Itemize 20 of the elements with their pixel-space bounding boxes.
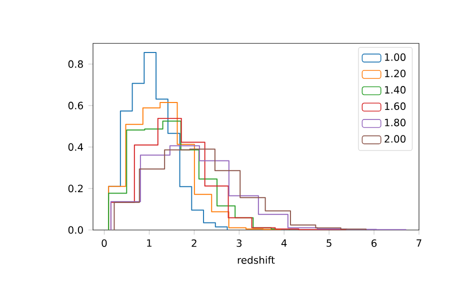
y-tick-label: 0.2 <box>68 184 83 192</box>
x-tick-label: 1 <box>147 239 152 247</box>
legend-label: 1.00 <box>385 53 406 61</box>
y-tick-label: 0.8 <box>68 60 83 68</box>
x-tick-label: 0 <box>102 239 107 247</box>
legend-label: 1.60 <box>385 102 406 110</box>
y-tick-label: 0.6 <box>68 102 83 110</box>
x-axis-title: redshift <box>238 256 275 264</box>
x-tick-label: 4 <box>281 239 287 247</box>
x-tick-label: 7 <box>416 239 422 247</box>
x-tick-label: 5 <box>326 239 332 247</box>
legend-label: 1.20 <box>385 70 406 78</box>
x-tick-label: 6 <box>372 239 377 247</box>
x-tick-label: 2 <box>192 239 196 247</box>
legend-label: 1.80 <box>385 118 406 126</box>
y-tick-label: 0.4 <box>68 143 84 151</box>
legend-label: 1.40 <box>385 86 406 94</box>
legend-label: 2.00 <box>384 135 406 143</box>
x-tick-label: 3 <box>236 239 242 247</box>
y-tick-label: 0.0 <box>68 226 83 234</box>
